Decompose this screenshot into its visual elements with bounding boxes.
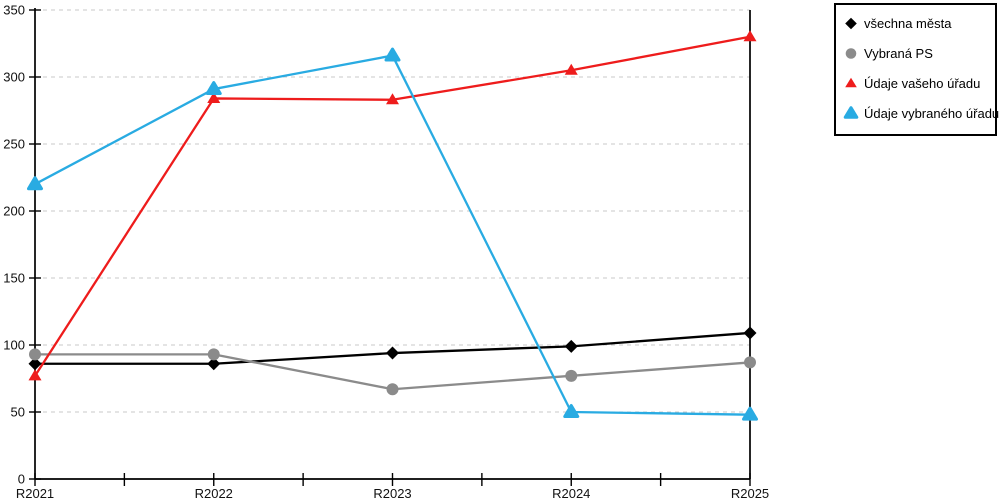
legend-label: Údaje vybraného úřadu: [864, 105, 1000, 121]
series-3-point-R2025: [742, 406, 758, 421]
legend-item-3: Údaje vybraného úřadu: [843, 106, 999, 121]
y-tick-label-50: 50: [11, 405, 25, 420]
x-tick-label-R2025: R2025: [731, 486, 769, 500]
marker-diamond: [845, 17, 857, 30]
series-3-point-R2022: [205, 81, 222, 96]
series-2-point-R2024: [564, 63, 578, 75]
y-tick-label-100: 100: [3, 338, 25, 353]
series-3-point-R2021: [27, 176, 43, 191]
y-tick-label-300: 300: [3, 70, 25, 85]
series-3-point-R2024: [563, 404, 580, 418]
x-tick-label-R2022: R2022: [195, 486, 233, 500]
series-line-2: [34, 35, 751, 377]
legend-marker-diamond-icon: [845, 17, 857, 30]
series-1-point-R2025: [744, 356, 756, 369]
series-0-point-R2023: [386, 346, 399, 360]
legend: všechna města Vybraná PS Údaje vašeho úřad…: [834, 3, 999, 136]
legend-marker-triangle-icon: [845, 77, 857, 88]
x-tick-label-R2024: R2024: [552, 486, 590, 500]
series-0-point-R2021: [28, 357, 42, 371]
series-1-point-R2023: [386, 383, 399, 396]
series-0-point-R2024: [564, 339, 578, 353]
legend-item-1: Vybraná PS: [843, 46, 989, 61]
legend-label: Vybraná PS: [864, 45, 933, 61]
series-2-point-R2025: [743, 30, 757, 42]
legend-marker-triangle-rounded-icon: [843, 106, 859, 119]
marker-triangle-rounded: [843, 106, 859, 119]
series-0-point-R2022: [207, 357, 221, 371]
series-3-point-R2023: [384, 47, 401, 62]
y-tick-label-350: 350: [3, 3, 25, 18]
series-0-point-R2025: [743, 326, 757, 340]
x-tick-label-R2023: R2023: [373, 486, 411, 500]
series-1-point-R2022: [207, 348, 220, 361]
series-1-point-R2024: [565, 369, 578, 382]
series-2-point-R2021: [28, 369, 42, 381]
y-tick-label-250: 250: [3, 137, 25, 152]
legend-item-2: Údaje vašeho úřadu: [843, 76, 989, 91]
legend-label: všechna města: [864, 15, 952, 31]
series-line-3: [34, 54, 751, 416]
marker-circle: [845, 48, 857, 59]
series-1-point-R2021: [29, 348, 41, 361]
y-tick-label-150: 150: [3, 271, 25, 286]
series-2-point-R2023: [386, 93, 399, 105]
y-tick-label-0: 0: [18, 472, 25, 487]
legend-marker-circle-icon: [845, 48, 857, 59]
legend-label: Údaje vašeho úřadu: [864, 75, 981, 91]
x-tick-label-R2021: R2021: [16, 486, 54, 500]
marker-triangle: [845, 77, 857, 88]
legend-item-0: všechna města: [843, 16, 989, 31]
y-tick-label-200: 200: [3, 204, 25, 219]
series-2-point-R2022: [207, 91, 221, 103]
